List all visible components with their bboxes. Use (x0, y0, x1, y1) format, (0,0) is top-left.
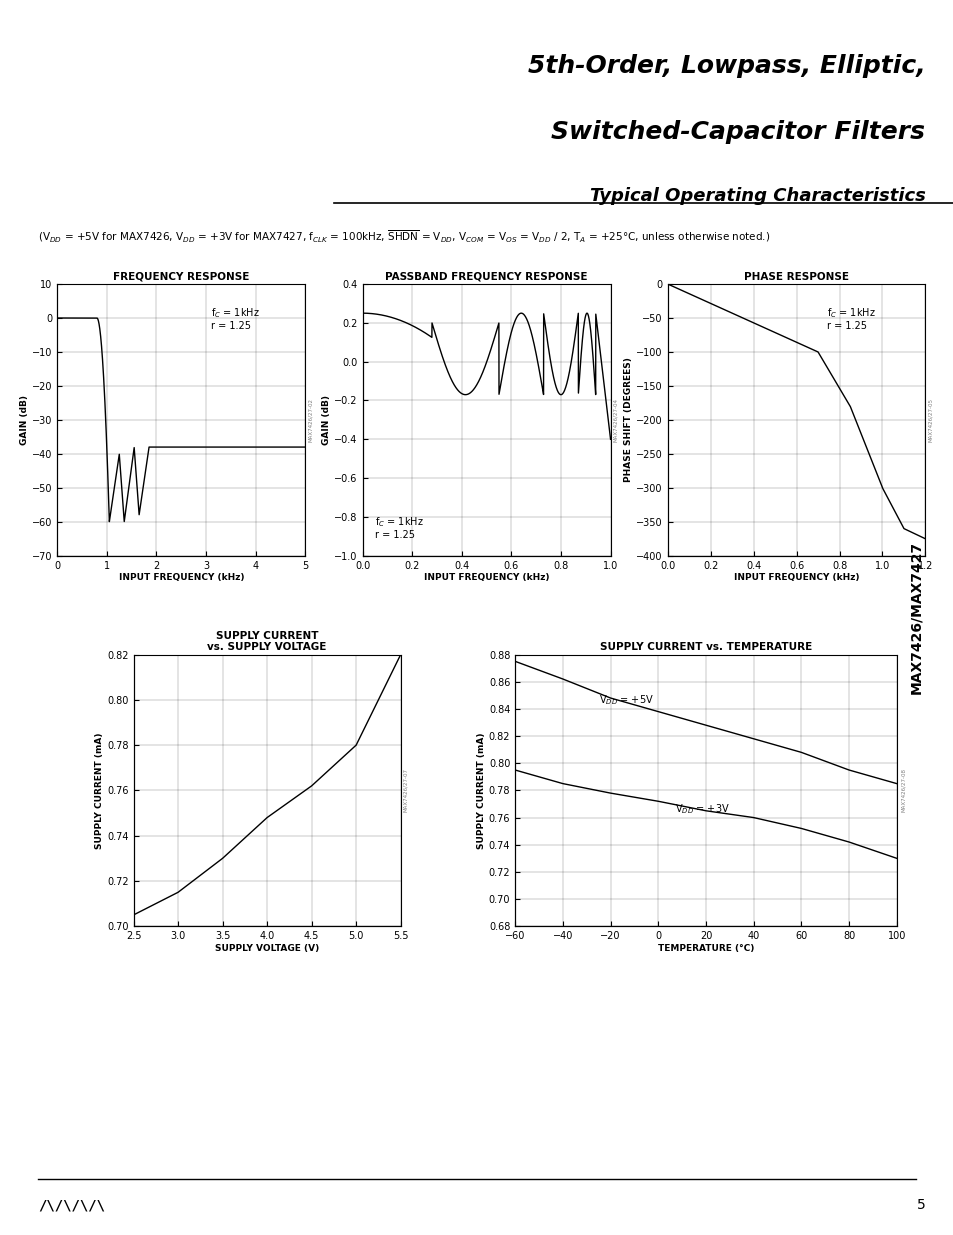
Text: MAX7426/27-07: MAX7426/27-07 (403, 768, 408, 813)
Text: f$_C$ = 1kHz
r = 1.25: f$_C$ = 1kHz r = 1.25 (826, 306, 876, 331)
Y-axis label: SUPPLY CURRENT (mA): SUPPLY CURRENT (mA) (476, 732, 485, 848)
Text: MAX7426/27-08: MAX7426/27-08 (900, 768, 904, 813)
X-axis label: INPUT FREQUENCY (kHz): INPUT FREQUENCY (kHz) (733, 573, 859, 583)
Title: SUPPLY CURRENT vs. TEMPERATURE: SUPPLY CURRENT vs. TEMPERATURE (599, 642, 811, 652)
Text: MAX7426/MAX7427: MAX7426/MAX7427 (908, 541, 922, 694)
Text: MAX7426/27-04: MAX7426/27-04 (613, 398, 618, 442)
Y-axis label: GAIN (dB): GAIN (dB) (20, 395, 30, 445)
Text: f$_C$ = 1kHz
r = 1.25: f$_C$ = 1kHz r = 1.25 (211, 306, 259, 331)
Y-axis label: PHASE SHIFT (DEGREES): PHASE SHIFT (DEGREES) (624, 357, 633, 483)
Text: f$_C$ = 1kHz
r = 1.25: f$_C$ = 1kHz r = 1.25 (375, 515, 423, 541)
Text: Switched-Capacitor Filters: Switched-Capacitor Filters (551, 120, 924, 143)
Title: SUPPLY CURRENT
vs. SUPPLY VOLTAGE: SUPPLY CURRENT vs. SUPPLY VOLTAGE (207, 631, 327, 652)
Title: FREQUENCY RESPONSE: FREQUENCY RESPONSE (113, 272, 249, 282)
Title: PHASE RESPONSE: PHASE RESPONSE (743, 272, 848, 282)
Title: PASSBAND FREQUENCY RESPONSE: PASSBAND FREQUENCY RESPONSE (385, 272, 587, 282)
X-axis label: TEMPERATURE (°C): TEMPERATURE (°C) (657, 944, 754, 953)
X-axis label: INPUT FREQUENCY (kHz): INPUT FREQUENCY (kHz) (423, 573, 549, 583)
Text: MAX7426/27-05: MAX7426/27-05 (927, 398, 932, 442)
Text: Typical Operating Characteristics: Typical Operating Characteristics (589, 186, 924, 205)
Text: V$_{DD}$ = +5V: V$_{DD}$ = +5V (598, 694, 654, 708)
X-axis label: SUPPLY VOLTAGE (V): SUPPLY VOLTAGE (V) (214, 944, 319, 953)
Text: 5: 5 (916, 1198, 924, 1213)
X-axis label: INPUT FREQUENCY (kHz): INPUT FREQUENCY (kHz) (118, 573, 244, 583)
Text: (V$_{DD}$ = +5V for MAX7426, V$_{DD}$ = +3V for MAX7427, f$_{CLK}$ = 100kHz, $\o: (V$_{DD}$ = +5V for MAX7426, V$_{DD}$ = … (38, 228, 769, 245)
Text: V$_{DD}$ = +3V: V$_{DD}$ = +3V (675, 803, 729, 816)
Text: 5th-Order, Lowpass, Elliptic,: 5th-Order, Lowpass, Elliptic, (527, 54, 924, 78)
Text: MAX7426/27-02: MAX7426/27-02 (308, 398, 313, 442)
Y-axis label: SUPPLY CURRENT (mA): SUPPLY CURRENT (mA) (95, 732, 104, 848)
Y-axis label: GAIN (dB): GAIN (dB) (322, 395, 331, 445)
Text: /\/\/\/\: /\/\/\/\ (38, 1198, 105, 1213)
